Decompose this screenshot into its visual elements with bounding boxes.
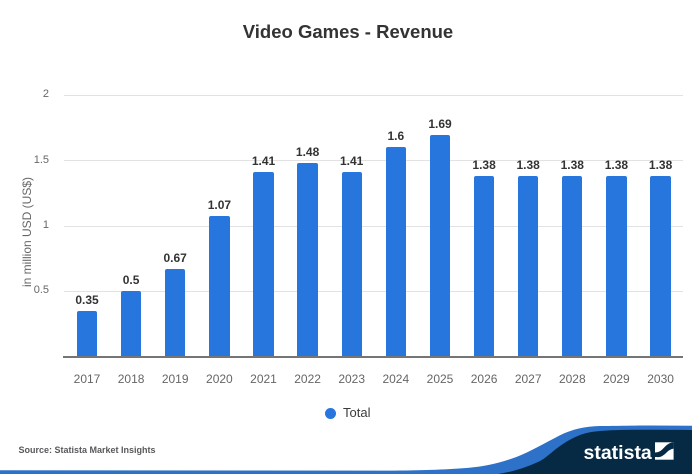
svg-text:statista: statista [584,442,652,464]
